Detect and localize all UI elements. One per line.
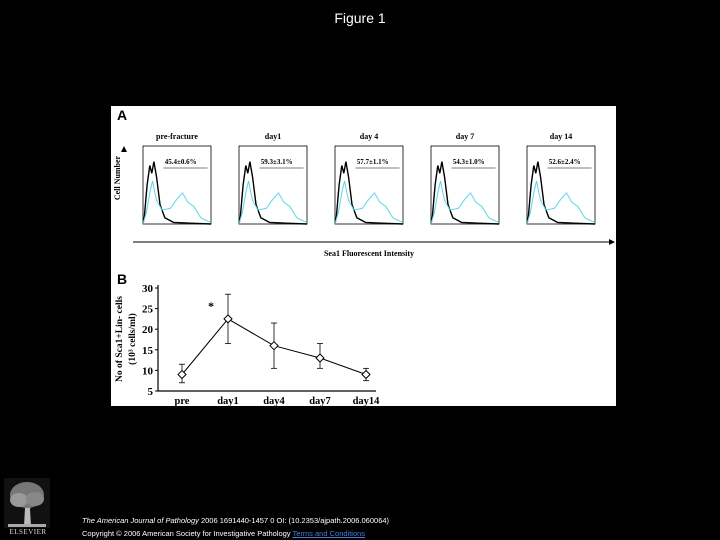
panel-b-chart: 5 10 15 20 25 30 pre day1 day4 day7 day14 *	[142, 283, 380, 406]
y-tick-label: 15	[142, 345, 154, 357]
footer-citation: The American Journal of Pathology 2006 1…	[82, 516, 389, 525]
histogram-value: 57.7±1.1%	[357, 158, 389, 166]
histogram-frame	[526, 145, 596, 225]
panel-a-yarrow-icon	[121, 146, 127, 152]
slide-title: Figure 1	[334, 10, 386, 26]
histogram-value: 54.3±1.0%	[453, 158, 485, 166]
footer-citation-text: 2006 1691440-1457 0 OI: (10.2353/ajpath.…	[198, 516, 390, 525]
x-tick-label: day14	[353, 396, 381, 406]
significance-annotation: *	[208, 299, 214, 313]
data-point-diamond	[223, 314, 233, 324]
y-tick-label: 20	[142, 324, 154, 336]
histogram-frame	[238, 145, 308, 225]
terms-link[interactable]: Terms and Conditions	[292, 529, 366, 538]
footer-copyright: Copyright © 2006 American Society for In…	[82, 529, 365, 538]
publisher-name: ELSEVIER	[9, 528, 47, 536]
data-point-diamond	[315, 353, 325, 363]
sca1-curve	[430, 180, 500, 225]
panel-b-ylabel-line2: (10³ cells/ml)	[127, 313, 138, 365]
figure-panel: A Cell Number pre-fracture 45.4±0.6% day1 5…	[111, 106, 616, 406]
data-point-diamond	[361, 369, 371, 380]
histogram-panel: day 7 54.3±1.0%	[430, 132, 500, 225]
x-tick-label: day4	[263, 396, 285, 406]
histogram-panel: day1 59.3±3.1%	[238, 132, 308, 225]
histogram-value: 59.3±3.1%	[261, 158, 293, 166]
isotype-curve	[238, 161, 308, 225]
histogram-title: day 14	[550, 132, 572, 141]
y-tick-label: 30	[142, 283, 154, 295]
isotype-curve	[334, 161, 404, 225]
y-tick-label: 10	[142, 365, 154, 377]
data-point-diamond	[177, 369, 187, 380]
y-tick-label: 5	[148, 386, 154, 398]
histogram-frame	[334, 145, 404, 225]
histogram-row: pre-fracture 45.4±0.6% day1 59.3±3.1% day 4 5…	[142, 132, 596, 225]
sca1-curve	[142, 180, 212, 225]
histogram-title: day 4	[360, 132, 378, 141]
x-tick-label: day7	[309, 396, 331, 406]
isotype-curve	[430, 161, 500, 225]
data-point-diamond	[269, 340, 279, 351]
histogram-panel: day 14 52.6±2.4%	[526, 132, 596, 225]
elsevier-tree-icon	[4, 478, 50, 528]
histogram-title: day1	[265, 132, 281, 141]
y-tick-label: 25	[142, 304, 154, 316]
footer-journal-name: The American Journal of Pathology	[82, 516, 199, 525]
isotype-curve	[142, 161, 212, 225]
sca1-curve	[334, 180, 404, 225]
isotype-curve	[526, 161, 596, 225]
histogram-value: 45.4±0.6%	[165, 158, 197, 166]
panel-a-arrowhead-icon	[609, 239, 615, 245]
panel-b-ylabel-line1: No of Sca1+Lin- cells	[115, 296, 125, 382]
histogram-panel: pre-fracture 45.4±0.6%	[142, 132, 212, 225]
histogram-value: 52.6±2.4%	[549, 158, 581, 166]
sca1-curve	[238, 180, 308, 225]
histogram-title: pre-fracture	[156, 132, 198, 141]
panel-a-xlabel: Sea1 Fluorescent Intensity	[324, 249, 414, 258]
panel-a-label: A	[117, 107, 127, 123]
histogram-title: day 7	[456, 132, 474, 141]
x-tick-label: pre	[175, 396, 190, 406]
histogram-frame	[430, 145, 500, 225]
panel-b-label: B	[117, 271, 127, 287]
panel-a-ylabel: Cell Number	[113, 155, 122, 200]
sca1-curve	[526, 180, 596, 225]
x-tick-label: day1	[217, 396, 239, 406]
footer-copyright-text: Copyright © 2006 American Society for In…	[82, 529, 291, 538]
histogram-frame	[142, 145, 212, 225]
histogram-panel: day 4 57.7±1.1%	[334, 132, 404, 225]
